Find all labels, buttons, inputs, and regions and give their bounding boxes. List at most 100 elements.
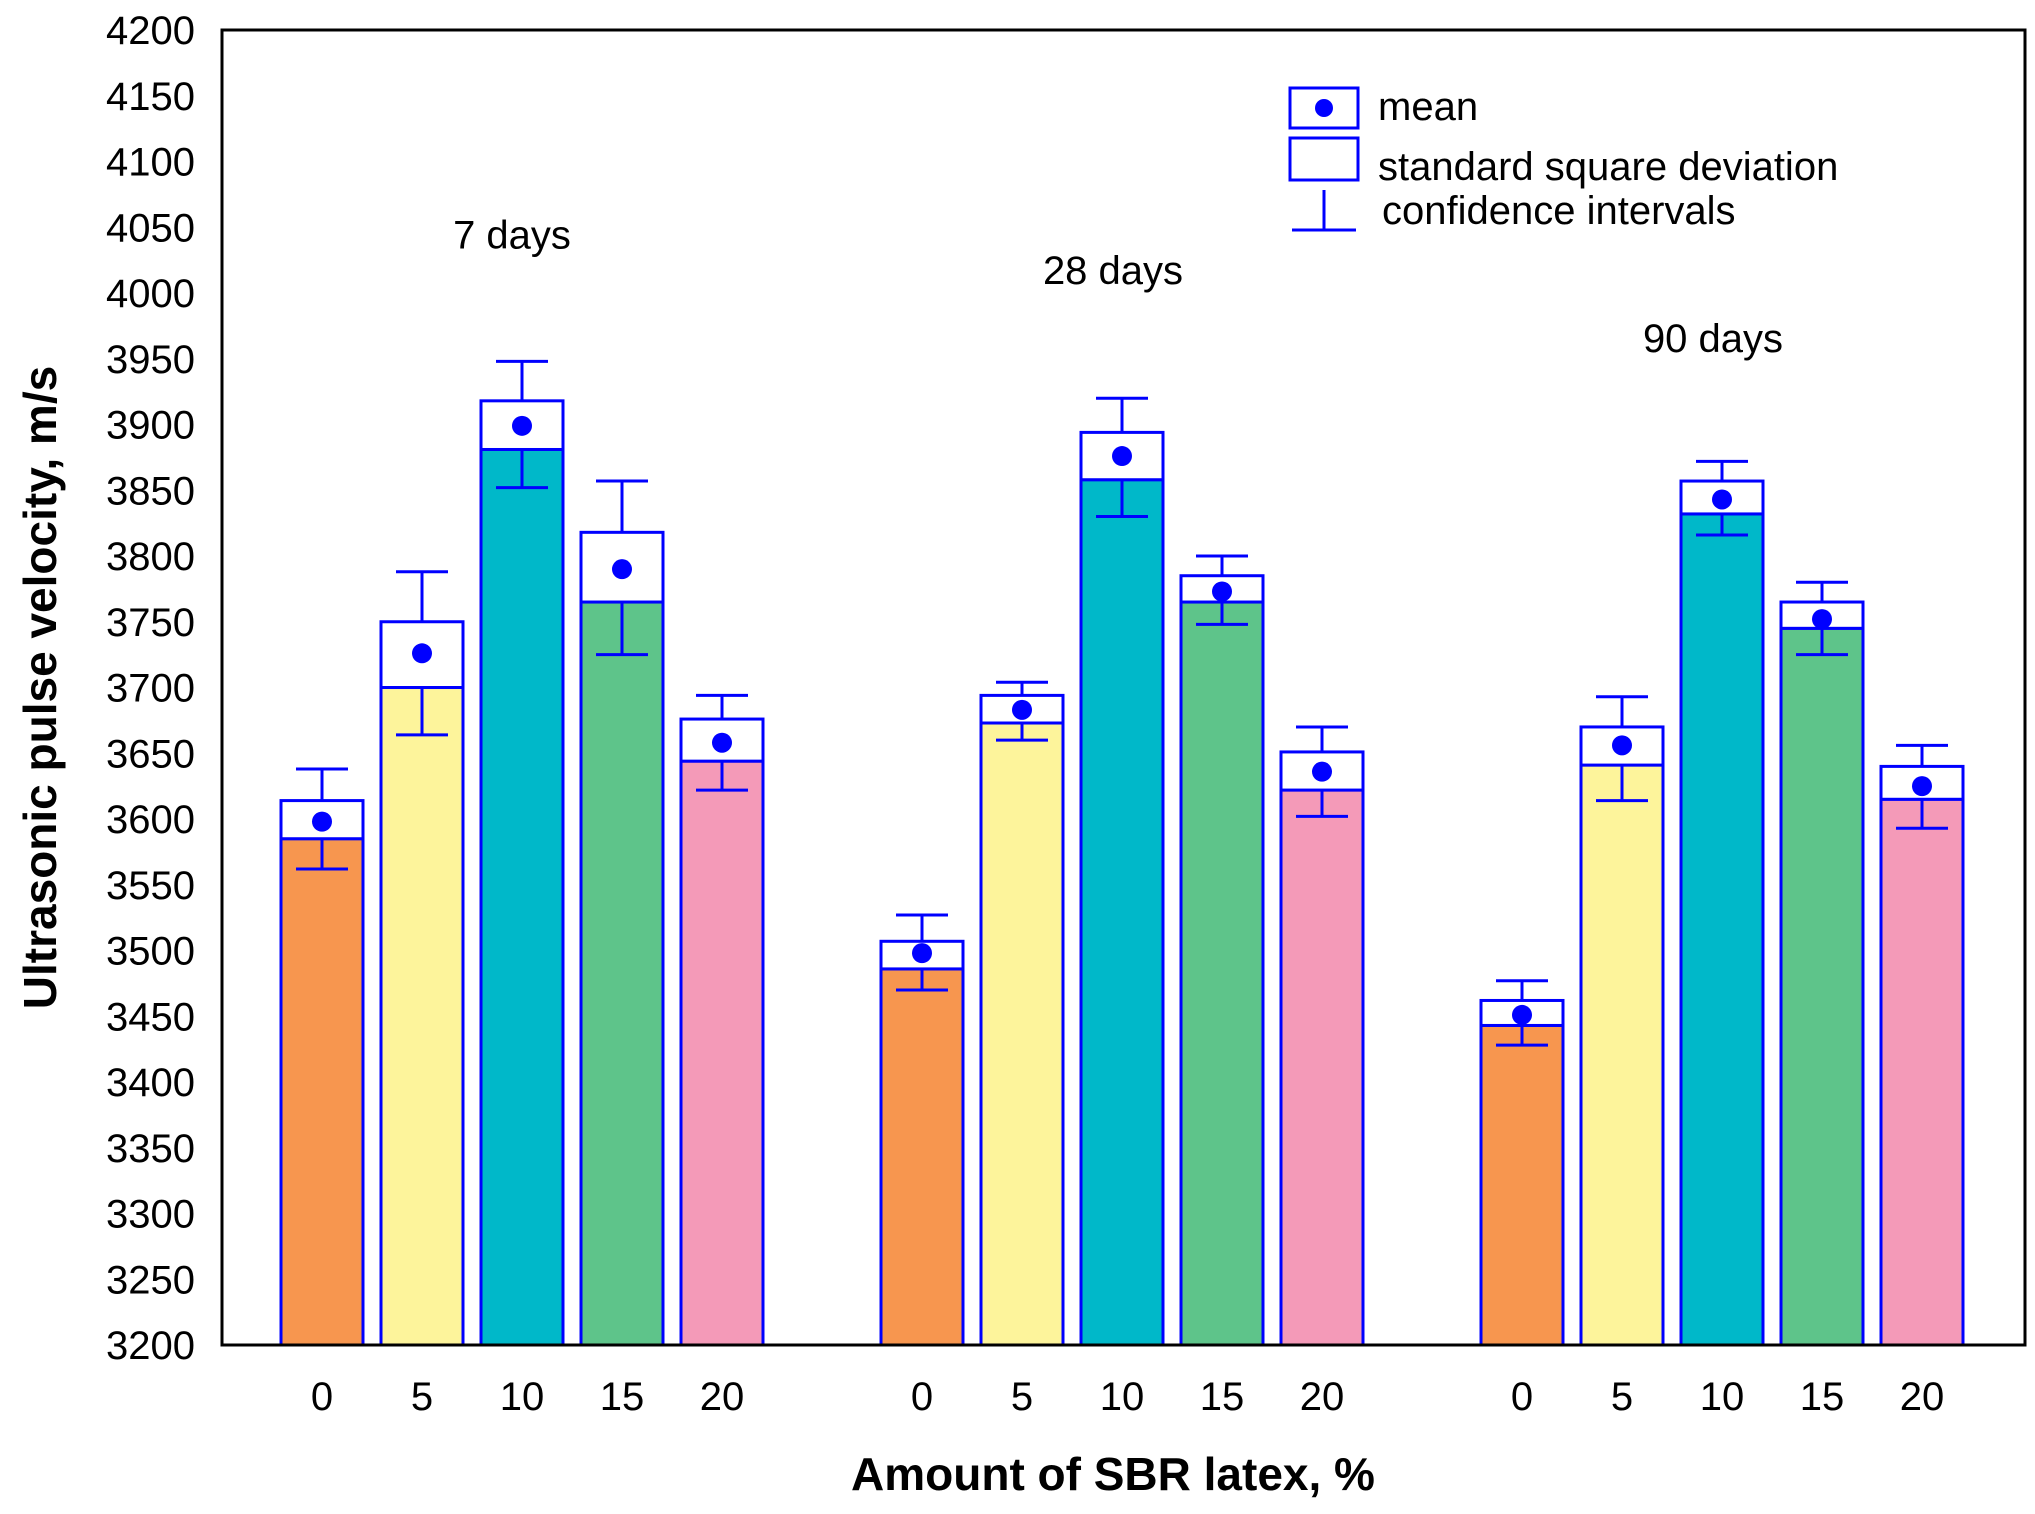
- group-label-28-days: 28 days: [1043, 249, 1183, 293]
- mean-marker: [612, 559, 632, 580]
- y-tick-label: 3800: [106, 535, 195, 579]
- x-tick-label: 0: [1511, 1375, 1533, 1419]
- y-tick-label: 4150: [106, 75, 195, 119]
- bar-28-days-0-pct: [879, 913, 965, 1347]
- y-axis-ticks: 3200 3250 3300 3350 3400 3450 3500 3550 3600 3650…: [106, 9, 195, 1368]
- bar-group-7-days: [279, 359, 765, 1347]
- mean-marker: [1312, 761, 1332, 782]
- legend-item-sd: standard square deviation: [1288, 136, 1838, 189]
- bar-7-days-20-pct: [679, 693, 765, 1347]
- y-tick-label: 3350: [106, 1127, 195, 1171]
- bar-90-days-5-pct: [1579, 695, 1665, 1347]
- x-tick-label: 10: [1100, 1375, 1145, 1419]
- x-tick-label: 5: [1611, 1375, 1633, 1419]
- bar-28-days-20-pct: [1279, 725, 1365, 1347]
- x-tick-label: 10: [500, 1375, 545, 1419]
- y-tick-label: 3900: [106, 404, 195, 448]
- bar-group-28-days: [879, 396, 1365, 1347]
- y-tick-label: 3450: [106, 995, 195, 1039]
- legend-sd-box: [1288, 136, 1360, 182]
- x-axis-ticks: 0 5 10 15 20 0 5 10 15 20 0 5 10 15 20: [311, 1375, 1944, 1419]
- bar-fill: [579, 600, 665, 1347]
- y-tick-label: 4050: [106, 206, 195, 250]
- mean-marker: [912, 943, 932, 964]
- mean-marker: [1112, 446, 1132, 467]
- bar-fill: [279, 837, 365, 1347]
- x-axis-label: Amount of SBR latex, %: [851, 1448, 1375, 1500]
- y-tick-label: 3250: [106, 1258, 195, 1302]
- y-tick-label: 3200: [106, 1324, 195, 1368]
- plot-frame: [220, 28, 2027, 1347]
- bar-fill: [1679, 512, 1765, 1347]
- x-tick-label: 20: [700, 1375, 745, 1419]
- bars-layer: [279, 359, 1965, 1347]
- legend-mean-label: mean: [1378, 85, 1478, 129]
- y-tick-label: 3750: [106, 601, 195, 645]
- mean-marker: [1712, 489, 1732, 510]
- bar-fill: [679, 759, 765, 1347]
- x-tick-label: 5: [411, 1375, 433, 1419]
- bar-fill: [879, 967, 965, 1347]
- y-tick-label: 3950: [106, 338, 195, 382]
- bar-90-days-10-pct: [1679, 459, 1765, 1347]
- y-tick-label: 4100: [106, 141, 195, 185]
- y-tick-label: 3850: [106, 469, 195, 513]
- bar-fill: [1079, 478, 1165, 1347]
- bar-90-days-20-pct: [1879, 743, 1965, 1347]
- bar-90-days-0-pct: [1479, 979, 1565, 1347]
- y-tick-label: 3300: [106, 1193, 195, 1237]
- bar-fill: [1279, 788, 1365, 1347]
- y-axis-label: Ultrasonic pulse velocity, m/s: [14, 366, 66, 1009]
- y-tick-label: 3550: [106, 864, 195, 908]
- x-tick-label: 10: [1700, 1375, 1745, 1419]
- y-tick-label: 3500: [106, 930, 195, 974]
- group-label-7-days: 7 days: [453, 213, 571, 257]
- legend-sd-label: standard square deviation: [1378, 145, 1838, 189]
- bar-fill: [379, 686, 465, 1347]
- y-tick-label: 3600: [106, 798, 195, 842]
- bar-fill: [479, 447, 565, 1347]
- mean-marker: [1912, 776, 1932, 797]
- mean-marker: [1812, 609, 1832, 630]
- x-tick-label: 0: [911, 1375, 933, 1419]
- legend-mean-dot: [1315, 99, 1333, 117]
- bar-fill: [1479, 1023, 1565, 1347]
- mean-marker: [512, 415, 532, 436]
- bar-90-days-15-pct: [1779, 580, 1865, 1347]
- bar-fill: [1879, 797, 1965, 1347]
- y-tick-label: 3650: [106, 732, 195, 776]
- legend: mean standard square deviationconfidence …: [1288, 85, 1838, 233]
- bar-fill: [979, 721, 1065, 1347]
- x-tick-label: 15: [600, 1375, 645, 1419]
- bar-fill: [1779, 626, 1865, 1347]
- group-label-90-days: 90 days: [1643, 317, 1783, 361]
- legend-item-mean: mean: [1288, 85, 1478, 130]
- bar-fill: [1579, 763, 1665, 1347]
- y-tick-label: 3700: [106, 667, 195, 711]
- mean-marker: [1212, 581, 1232, 602]
- bar-28-days-15-pct: [1179, 554, 1265, 1347]
- mean-marker: [412, 643, 432, 664]
- bar-group-90-days: [1479, 459, 1965, 1347]
- bar-28-days-10-pct: [1079, 396, 1165, 1347]
- bar-28-days-5-pct: [979, 680, 1065, 1347]
- x-tick-label: 20: [1300, 1375, 1345, 1419]
- bar-fill: [1179, 600, 1265, 1347]
- bar-7-days-10-pct: [479, 359, 565, 1347]
- x-tick-label: 15: [1800, 1375, 1845, 1419]
- mean-marker: [1612, 735, 1632, 756]
- mean-marker: [1012, 699, 1032, 720]
- y-tick-label: 4200: [106, 9, 195, 53]
- mean-marker: [312, 811, 332, 832]
- mean-marker: [1512, 1004, 1532, 1025]
- bar-7-days-0-pct: [279, 767, 365, 1347]
- y-tick-label: 4000: [106, 272, 195, 316]
- x-tick-label: 15: [1200, 1375, 1245, 1419]
- mean-marker: [712, 732, 732, 753]
- y-tick-label: 3400: [106, 1061, 195, 1105]
- legend-ci-label: confidence intervals: [1382, 189, 1736, 233]
- x-tick-label: 5: [1011, 1375, 1033, 1419]
- bar-7-days-15-pct: [579, 479, 665, 1347]
- x-tick-label: 20: [1900, 1375, 1945, 1419]
